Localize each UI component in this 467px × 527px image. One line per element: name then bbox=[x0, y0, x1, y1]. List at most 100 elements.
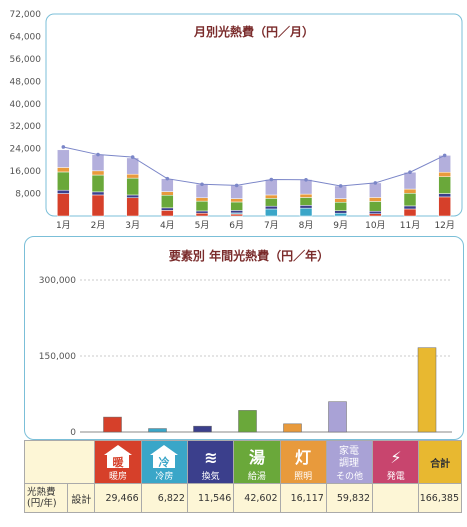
icon-text: 調理 bbox=[339, 456, 359, 469]
monthly-bar-segment bbox=[334, 212, 347, 217]
y-tick-label: 24,000 bbox=[10, 145, 42, 155]
monthly-bar-segment bbox=[299, 207, 313, 217]
monthly-bar-segment bbox=[230, 210, 243, 214]
monthly-bar-segment bbox=[195, 184, 209, 199]
y-tick-label: 56,000 bbox=[10, 55, 42, 65]
house-cooling-icon: 冷 bbox=[142, 443, 187, 469]
month-label: 12月 bbox=[434, 220, 454, 231]
y-tick-label: 72,000 bbox=[10, 10, 42, 20]
month-label: 10月 bbox=[365, 220, 385, 231]
monthly-bar-segment bbox=[161, 210, 174, 217]
annual-y-tick-label: 150,000 bbox=[39, 352, 76, 362]
annual-bar bbox=[283, 423, 302, 433]
annual-bar bbox=[193, 425, 212, 433]
monthly-bar-segment bbox=[334, 210, 347, 214]
monthly-bar-segment bbox=[369, 201, 382, 212]
monthly-bar-segment bbox=[161, 207, 174, 211]
month-label: 9月 bbox=[333, 220, 348, 231]
annual-y-tick-label: 0 bbox=[70, 428, 76, 438]
row-label-text: 光熱費 (円/年) bbox=[27, 487, 57, 509]
monthly-bar-segment bbox=[438, 176, 451, 194]
monthly-bar-segment bbox=[334, 198, 347, 203]
house-roof-shape bbox=[150, 444, 179, 455]
value-hot-water: 42,602 bbox=[233, 483, 281, 513]
house-glyph: 暖 bbox=[113, 455, 125, 469]
monthly-bar-segment bbox=[369, 182, 382, 198]
monthly-total-point bbox=[269, 177, 274, 182]
month-label: 7月 bbox=[264, 220, 279, 231]
cat-label: 給湯 bbox=[247, 471, 266, 482]
monthly-total-point bbox=[130, 155, 135, 159]
month-label: 3月 bbox=[125, 220, 140, 231]
icon-glyph: 冷 bbox=[150, 444, 179, 469]
monthly-bar-segment bbox=[403, 171, 417, 190]
monthly-total-point bbox=[338, 184, 343, 188]
value-total: 166,385 bbox=[418, 483, 462, 513]
monthly-bar-segment bbox=[57, 149, 70, 168]
cat-label: 照明 bbox=[294, 471, 313, 482]
corner-cell bbox=[23, 440, 96, 484]
monthly-bar-segment bbox=[91, 170, 105, 176]
monthly-bar-segment bbox=[161, 191, 174, 196]
cat-total: 合計 bbox=[418, 440, 462, 484]
sub-label: 設計 bbox=[67, 483, 96, 513]
monthly-bar-segment bbox=[265, 179, 278, 196]
month-label: 4月 bbox=[160, 220, 175, 231]
light-bulb-icon: 灯 bbox=[281, 443, 326, 469]
monthly-bar-segment bbox=[299, 193, 313, 198]
house-glyph: 冷 bbox=[159, 455, 170, 469]
month-label: 6月 bbox=[229, 220, 244, 231]
cat-cooling: 冷 冷房 bbox=[140, 440, 188, 484]
monthly-total-point bbox=[373, 181, 378, 185]
annual-bar bbox=[417, 347, 437, 433]
total-label: 合計 bbox=[430, 458, 451, 470]
monthly-bar-segment bbox=[91, 191, 105, 196]
cat-label: 暖房 bbox=[109, 471, 128, 482]
monthly-total-point bbox=[408, 170, 412, 175]
monthly-bar-segment bbox=[57, 193, 70, 217]
annual-chart: 要素別 年間光熱費（円／年） 300,000 150,000 0 bbox=[39, 248, 452, 438]
y-tick-label: 64,000 bbox=[10, 32, 42, 42]
row-label: 光熱費 (円/年) bbox=[23, 483, 69, 513]
cost-table: 暖 暖房 冷 冷房 ≋ 換気 湯 給湯 灯 照明 家電 調理 その他 ⚡ 発電 合… bbox=[23, 440, 462, 513]
icon-text: 灯 bbox=[295, 448, 311, 467]
monthly-total-line bbox=[63, 146, 445, 187]
monthly-bar-segment bbox=[91, 194, 105, 217]
month-label: 5月 bbox=[195, 220, 210, 231]
monthly-bar-segment bbox=[126, 194, 139, 199]
icon-glyph: ≋ bbox=[204, 448, 217, 467]
annual-chart-panel bbox=[24, 236, 464, 440]
cat-label: その他 bbox=[335, 471, 363, 482]
monthly-bar-segment bbox=[195, 197, 209, 202]
monthly-total-point bbox=[304, 178, 308, 182]
monthly-bar-segment bbox=[369, 213, 382, 217]
value-ventilation: 11,546 bbox=[186, 483, 235, 513]
cat-lighting: 灯 照明 bbox=[279, 440, 327, 484]
cat-ventilation: ≋ 換気 bbox=[186, 440, 235, 484]
monthly-chart-title: 月別光熱費（円／月） bbox=[193, 24, 314, 39]
ventilation-icon: ≋ bbox=[188, 443, 233, 469]
monthly-bar-segment bbox=[57, 167, 70, 173]
annual-y-tick-label: 300,000 bbox=[39, 276, 76, 286]
y-tick-label: 32,000 bbox=[10, 122, 42, 132]
month-label: 11月 bbox=[400, 220, 420, 231]
monthly-bar-segment bbox=[91, 154, 105, 172]
monthly-bar-segment bbox=[230, 201, 243, 211]
monthly-bar-segment bbox=[299, 197, 313, 206]
monthly-bar-segment bbox=[334, 202, 347, 211]
monthly-bar-segment bbox=[438, 171, 451, 177]
monthly-bar-segment bbox=[126, 157, 139, 175]
icon-glyph: 暖 bbox=[104, 444, 133, 469]
monthly-bar-segment bbox=[230, 198, 243, 203]
y-tick-label: 40,000 bbox=[10, 100, 42, 110]
monthly-bar-segment bbox=[195, 210, 209, 214]
annual-bar bbox=[103, 416, 122, 433]
icon-glyph: 灯 bbox=[295, 448, 311, 467]
monthly-bar-segment bbox=[438, 196, 451, 217]
cat-label: 冷房 bbox=[155, 471, 174, 482]
cat-hot-water: 湯 給湯 bbox=[233, 440, 281, 484]
value-cooling: 6,822 bbox=[140, 483, 188, 513]
icon-glyph: 湯 bbox=[249, 448, 265, 467]
monthly-bar-segment bbox=[334, 185, 347, 199]
